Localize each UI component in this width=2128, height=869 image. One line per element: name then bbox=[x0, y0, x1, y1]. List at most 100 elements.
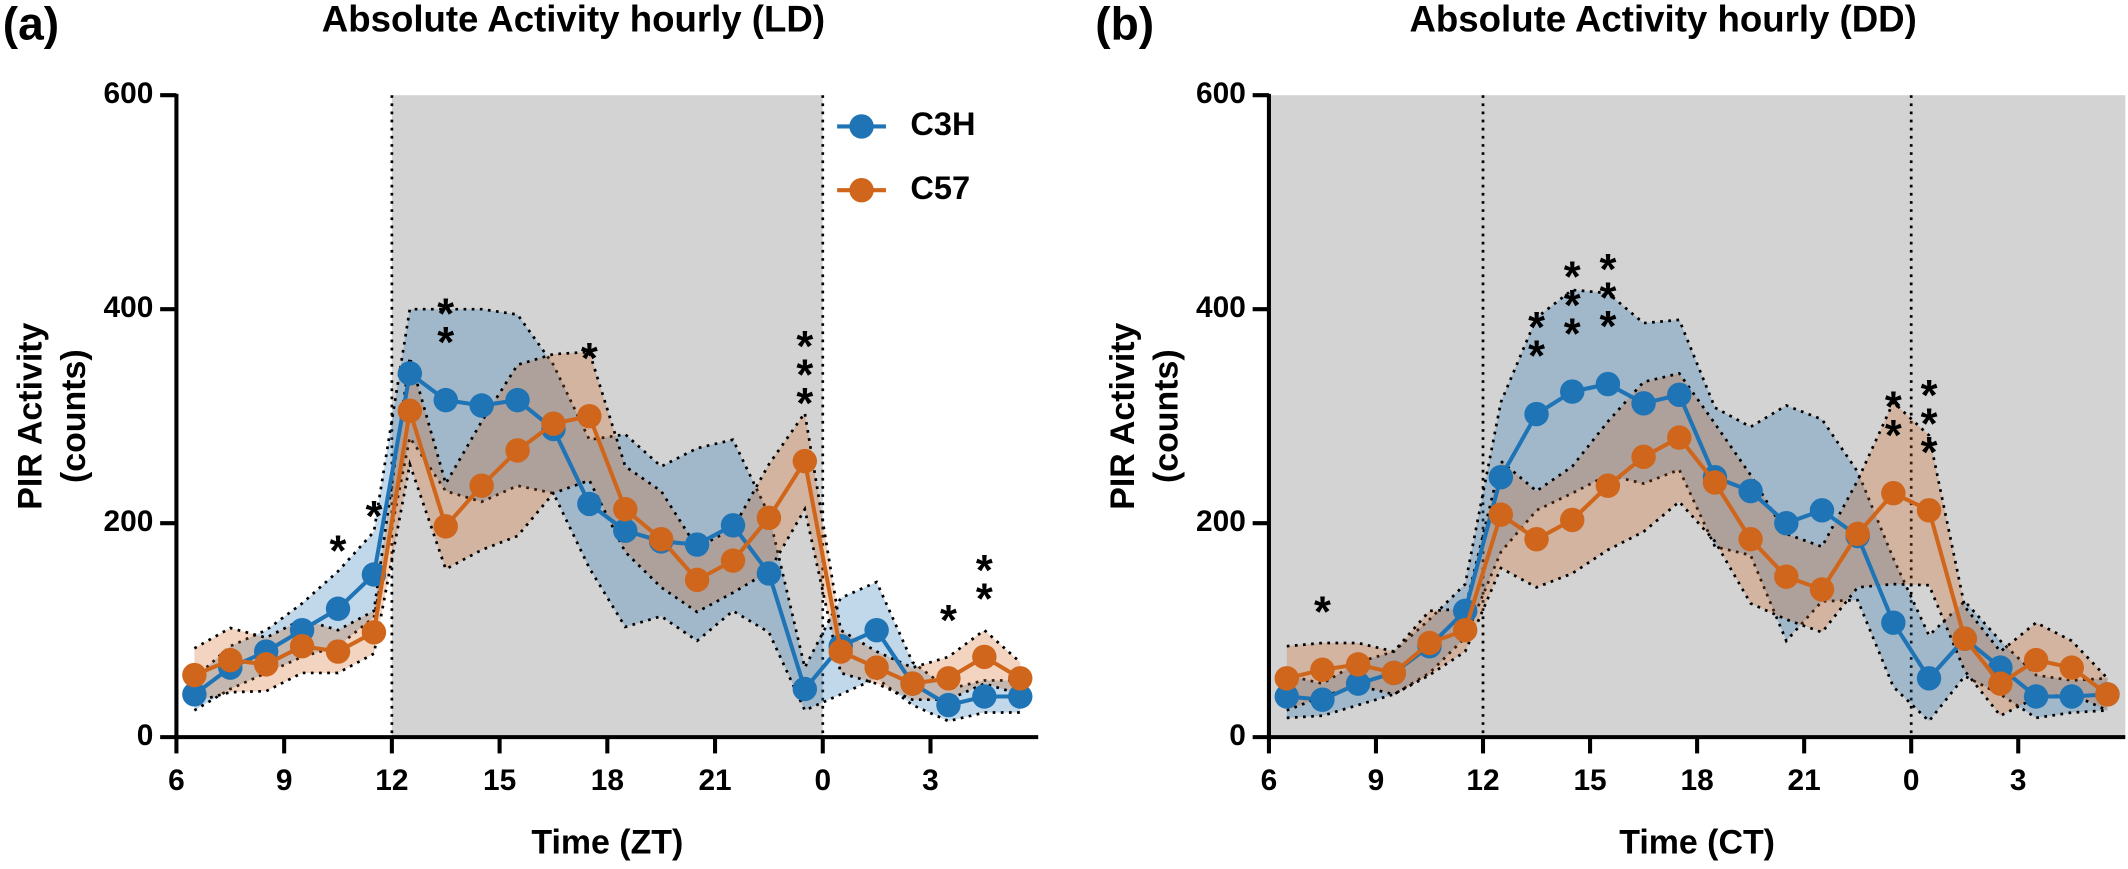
asterisk: * bbox=[1564, 254, 1581, 302]
x-tick-label: 21 bbox=[1788, 764, 1821, 797]
asterisk: * bbox=[1314, 589, 1331, 637]
data-point bbox=[1916, 498, 1942, 523]
asterisk: * bbox=[1564, 311, 1581, 359]
asterisk: * bbox=[330, 528, 347, 576]
data-point bbox=[900, 671, 925, 696]
asterisk: * bbox=[1921, 373, 1938, 421]
data-point bbox=[1345, 652, 1371, 677]
data-point bbox=[1488, 502, 1514, 527]
significance-mark: * * * bbox=[1599, 246, 1616, 351]
data-point bbox=[1809, 498, 1835, 523]
data-point bbox=[1881, 610, 1906, 635]
error-band bbox=[194, 351, 1021, 702]
asterisk: * bbox=[437, 319, 454, 367]
x-axis-label: Time (ZT) bbox=[531, 823, 683, 861]
data-point bbox=[469, 393, 494, 418]
asterisk: * bbox=[796, 380, 813, 428]
data-point bbox=[1631, 391, 1656, 416]
y-tick-label: 200 bbox=[104, 505, 154, 538]
data-point bbox=[1881, 480, 1906, 506]
x-tick-label: 0 bbox=[1903, 764, 1920, 797]
data-point bbox=[469, 473, 494, 498]
asterisk: * bbox=[1885, 412, 1902, 460]
x-tick-label: 6 bbox=[1261, 764, 1278, 797]
x-tick-label: 3 bbox=[922, 764, 939, 797]
asterisk: * bbox=[1528, 305, 1545, 353]
significance-mark: * * * bbox=[1564, 254, 1581, 359]
data-point bbox=[2059, 655, 2084, 680]
data-point bbox=[1845, 521, 1870, 547]
shaded-region bbox=[1268, 95, 2126, 738]
data-point bbox=[361, 620, 387, 645]
data-point bbox=[1952, 626, 1977, 651]
error-band-upper bbox=[193, 350, 1022, 670]
shaded-region bbox=[391, 95, 823, 738]
data-point bbox=[792, 448, 818, 474]
asterisk: * bbox=[976, 576, 993, 624]
significance-mark: * bbox=[365, 494, 382, 542]
y-tick-label: 400 bbox=[104, 291, 154, 324]
x-tick-label: 12 bbox=[375, 764, 408, 797]
data-point bbox=[1008, 684, 1033, 709]
legend-label: C57 bbox=[910, 170, 970, 206]
data-point bbox=[1560, 507, 1585, 533]
error-band-upper bbox=[193, 307, 1021, 691]
significance-mark: * bbox=[1314, 589, 1331, 637]
data-point bbox=[1667, 382, 1692, 407]
data-point bbox=[1560, 379, 1585, 404]
asterisk: * bbox=[365, 494, 382, 542]
x-tick-label: 12 bbox=[1466, 764, 1499, 797]
data-point bbox=[1381, 660, 1407, 686]
data-point bbox=[2059, 684, 2084, 709]
asterisk: * bbox=[1921, 430, 1938, 478]
data-point bbox=[756, 505, 782, 531]
data-point bbox=[182, 682, 207, 707]
significance-mark: * * * bbox=[796, 323, 813, 428]
x-tick-label: 9 bbox=[276, 764, 293, 797]
x-axis-label: Time (CT) bbox=[1619, 823, 1775, 861]
significance-mark: * bbox=[940, 597, 957, 645]
data-point bbox=[756, 561, 782, 586]
asterisk: * bbox=[796, 323, 813, 371]
y-axis-label: PIR Activity bbox=[1104, 322, 1142, 509]
legend-label: C3H bbox=[910, 106, 975, 142]
significance-mark: * * bbox=[1528, 305, 1545, 382]
data-point bbox=[1774, 564, 1799, 589]
data-point bbox=[1809, 577, 1835, 602]
error-band bbox=[1286, 373, 2108, 716]
y-axis-label: (counts) bbox=[55, 349, 93, 483]
data-point bbox=[1488, 464, 1514, 490]
significance-mark: * bbox=[330, 528, 347, 576]
data-point bbox=[972, 644, 997, 670]
x-tick-label: 3 bbox=[2010, 764, 2027, 797]
data-point bbox=[2095, 682, 2120, 707]
x-tick-label: 0 bbox=[814, 764, 831, 797]
x-tick-label: 6 bbox=[168, 764, 185, 797]
data-point bbox=[684, 567, 710, 593]
error-band-lower bbox=[193, 434, 1021, 723]
error-band-lower bbox=[194, 459, 1021, 704]
panel: (a) Absolute Activity hourly (LD) Time (ZT… bbox=[3, 0, 1039, 861]
y-tick-label: 200 bbox=[1196, 505, 1246, 538]
data-point bbox=[1595, 473, 1621, 498]
data-point bbox=[505, 438, 530, 463]
chart-title: Absolute Activity hourly (DD) bbox=[1409, 0, 1916, 40]
error-band-lower bbox=[1286, 499, 2109, 718]
data-point bbox=[325, 596, 351, 621]
data-point bbox=[289, 633, 315, 659]
data-point bbox=[864, 655, 889, 680]
panel-label: (a) bbox=[3, 0, 59, 50]
x-tick-label: 18 bbox=[1681, 764, 1714, 797]
data-point bbox=[1274, 666, 1299, 691]
data-point bbox=[2023, 647, 2049, 673]
data-point bbox=[253, 652, 279, 677]
asterisk: * bbox=[1599, 275, 1616, 323]
data-point bbox=[648, 527, 674, 552]
data-point bbox=[720, 513, 746, 538]
panel: (b) Absolute Activity hourly (DD) Time (CT… bbox=[1095, 0, 2126, 861]
data-point bbox=[720, 548, 746, 573]
x-tick-label: 15 bbox=[1573, 764, 1606, 797]
error-band-upper bbox=[1286, 288, 2108, 686]
chart-title: Absolute Activity hourly (LD) bbox=[322, 0, 825, 40]
